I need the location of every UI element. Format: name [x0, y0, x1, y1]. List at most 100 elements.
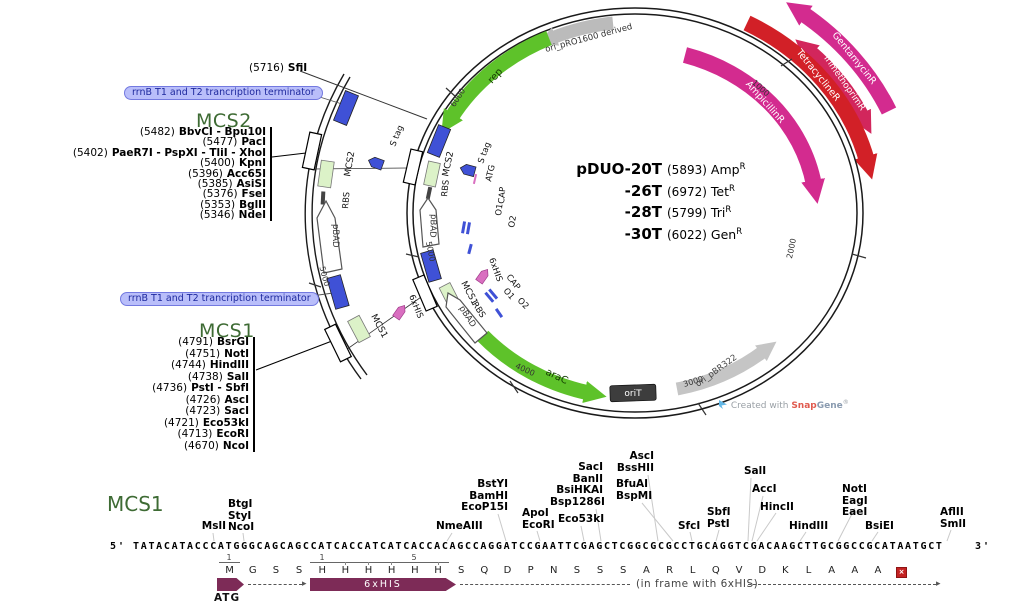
- tick-5000: [405, 253, 420, 258]
- enzyme-group-bstyi[interactable]: BstYI BamHI EcoP15I: [461, 478, 508, 513]
- mcs2-row[interactable]: (5346) NdeI: [199, 209, 266, 222]
- 6xhis-feature-arrow[interactable]: 6xHIS: [310, 578, 456, 591]
- plasmid-title-block: pDUO-20T (5893) AmpR -26T (6972) TetR -28T (5…: [556, 158, 745, 245]
- tick-label-5000: 5000: [424, 241, 437, 263]
- mcs2-box-arc[interactable]: [317, 159, 335, 189]
- bracket-arc-top: [301, 131, 323, 171]
- dna-sequence[interactable]: TATACATACCCATGGGCAGCAGCCATCACCATCATCACCA…: [133, 541, 944, 552]
- pbad-arc-label[interactable]: pBAD: [330, 224, 340, 248]
- enzyme-group-btgi[interactable]: BtgI StyI NcoI: [228, 498, 255, 533]
- terminator-box-arc-top[interactable]: [332, 90, 360, 126]
- pbad-ring-top-label[interactable]: pBAD: [427, 214, 438, 238]
- mcs1-row[interactable]: (4791) BsrGI: [178, 336, 249, 348]
- enzyme-connector-lines: [212, 474, 952, 542]
- mcs2-row[interactable]: (5400) KpnI: [200, 157, 266, 170]
- pbad-arrow-ring-bottom[interactable]: [445, 292, 488, 344]
- mcs1-row[interactable]: (4744) HindIII: [170, 359, 249, 371]
- atg-feature-arrow[interactable]: [217, 578, 244, 591]
- mcs1-row[interactable]: (4721) Eco53kI: [163, 416, 249, 429]
- mcs2-row[interactable]: (5482) BbvCI - Bpu10I: [139, 126, 266, 138]
- mcs1-row[interactable]: (4726) AscI: [185, 393, 249, 406]
- his-ring-label[interactable]: 6xHIS: [486, 257, 504, 284]
- terminator-bubble-bottom[interactable]: rrnB T1 and T2 trancription terminator: [120, 292, 319, 306]
- atg-ring-label[interactable]: ATG: [484, 164, 498, 183]
- mcs2-row[interactable]: (5396) Acc65I: [187, 167, 266, 180]
- rbs-bar-arc-top[interactable]: [320, 191, 326, 205]
- rep-arrow[interactable]: [441, 31, 552, 134]
- orit-box[interactable]: [609, 383, 657, 403]
- mcs1-row[interactable]: (4738) SalI: [187, 370, 249, 383]
- mcs1-box-arc[interactable]: [347, 314, 371, 344]
- mcs1-arc-label[interactable]: MCS1: [368, 313, 389, 340]
- mcs1-row[interactable]: (4723) SacI: [185, 405, 249, 417]
- ruler-tick: [438, 562, 439, 565]
- terminator-box-ring-top[interactable]: [426, 124, 452, 158]
- enzyme-group-acci[interactable]: AccI: [752, 483, 777, 495]
- his-ruler-number-1: 1: [319, 553, 325, 562]
- pbad-arrow-arc[interactable]: [316, 199, 343, 274]
- pbad-arrow-ring-top[interactable]: [419, 196, 440, 248]
- stag-arrow-ring[interactable]: [459, 163, 477, 178]
- rbs-ring-top-label[interactable]: RBS: [440, 179, 452, 197]
- his-arrow-ring[interactable]: [475, 267, 491, 285]
- mcs1-row[interactable]: (4751) NotI: [185, 347, 249, 360]
- terminator-bubble-top[interactable]: rrnB T1 and T2 trancription terminator: [124, 86, 323, 100]
- mcs1-row[interactable]: (4713) EcoRI: [177, 428, 249, 440]
- five-prime-label: 5': [110, 541, 127, 552]
- terminator-box-arc-bottom[interactable]: [326, 274, 350, 310]
- trimethoprim-resistance-arc[interactable]: [795, 39, 872, 134]
- ampicillin-resistance-arc[interactable]: [682, 47, 825, 204]
- mcs2-ring-label[interactable]: MCS2: [441, 151, 456, 178]
- mcs1-heading: MCS1: [199, 320, 255, 342]
- enzyme-group-hindiii[interactable]: HindIII: [789, 520, 829, 532]
- sfi-callout-line: [299, 70, 428, 120]
- terminator-box-ring-bottom[interactable]: [420, 249, 442, 283]
- mcs2-row[interactable]: (5402) PaeR7I - PspXI - TliI - XhoI: [72, 146, 266, 159]
- ori-pbr322-arrow[interactable]: [675, 341, 777, 396]
- rbs-bar-ring-top[interactable]: [425, 186, 433, 200]
- enzyme-group-bfuai[interactable]: BfuAI BspMI: [616, 478, 653, 502]
- arac-arrow[interactable]: [477, 330, 607, 404]
- enzyme-group-asci[interactable]: AscI BssHII: [616, 450, 654, 474]
- frame-dash-3: [748, 584, 936, 585]
- mcs1-row[interactable]: (4736) PstI - SbfI: [152, 382, 249, 394]
- orit-label[interactable]: oriT: [624, 389, 642, 399]
- tick-2000: [851, 253, 867, 259]
- enzyme-group-noti[interactable]: NotI EagI EaeI: [842, 483, 868, 518]
- title-row: pDUO-20T (5893) AmpR: [576, 160, 746, 179]
- mcs2-box-ring[interactable]: [423, 160, 441, 188]
- tetracycline-resistance-arc[interactable]: [743, 15, 878, 180]
- enzyme-group-eco53ki[interactable]: Eco53kI: [558, 513, 605, 525]
- mcs2-row[interactable]: (5353) BglII: [200, 198, 266, 211]
- enzyme-group-apoi[interactable]: ApoI EcoRI: [522, 507, 555, 531]
- enzyme-group-saci[interactable]: SacI BanII BsiHKAI Bsp1286I: [550, 461, 605, 508]
- stag-arrow-arc[interactable]: [367, 156, 385, 171]
- bracket-ring-bottom: [412, 274, 438, 312]
- sfi-site-label[interactable]: (5716) SfiI: [249, 62, 307, 74]
- mcs2-row[interactable]: (5477) PacI: [202, 136, 266, 149]
- sfi-enzyme[interactable]: SfiI: [287, 62, 308, 74]
- snapgene-credit: Created with SnapGene®: [718, 399, 849, 411]
- enzyme-group-bsiei[interactable]: BsiEI: [865, 520, 894, 532]
- mcs2-arc-label[interactable]: MCS2: [343, 151, 357, 178]
- stag-ring-label[interactable]: S tag: [476, 141, 493, 165]
- his-arrow-arc[interactable]: [392, 303, 408, 321]
- ori-pro1600-arrow[interactable]: [537, 16, 614, 46]
- rbs-arc-top-label[interactable]: RBS: [341, 191, 352, 209]
- frame-dash-1: [248, 584, 302, 585]
- enzyme-group-hincii[interactable]: HincII: [760, 501, 794, 513]
- mcs2-row[interactable]: (5385) AsiSI: [197, 178, 266, 191]
- enzyme-group-sfci[interactable]: SfcI: [678, 520, 701, 532]
- stag-arc-label[interactable]: S tag: [389, 124, 407, 148]
- enzyme-group-sbfi[interactable]: SbfI PstI: [707, 506, 731, 530]
- enzyme-group-nmeaiii[interactable]: NmeAIII: [436, 520, 483, 532]
- mcs1-row[interactable]: (4670) NcoI: [183, 439, 249, 452]
- brand-gene: Gene: [816, 401, 843, 411]
- enzyme-group-sali[interactable]: SalI: [744, 465, 767, 477]
- enzyme-group-msli[interactable]: MslI: [201, 520, 226, 532]
- mcs2-row[interactable]: (5376) FseI: [202, 188, 266, 201]
- title-row: -26T (6972) TetR: [624, 181, 735, 200]
- dash-arrowhead-1: ▸: [302, 579, 307, 589]
- enzyme-group-aflii[interactable]: AflII SmlI: [940, 506, 967, 530]
